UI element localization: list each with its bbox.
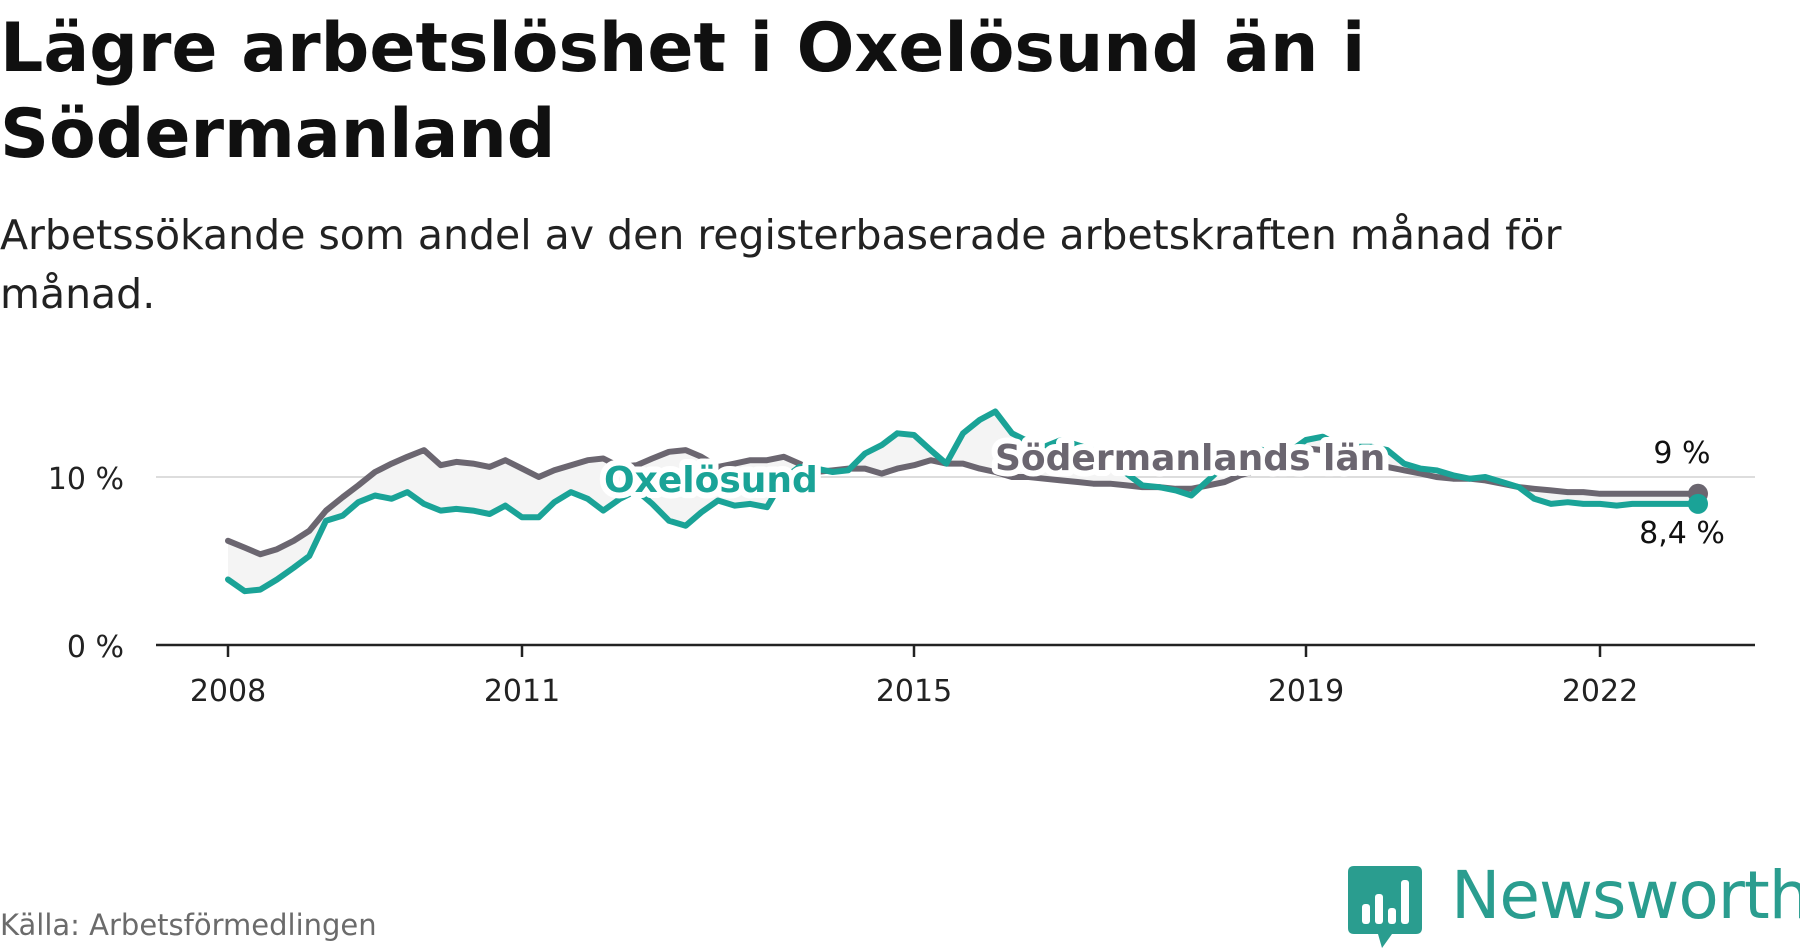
newsworthy-bar-chart-icon <box>1348 866 1422 948</box>
chart-subtitle: Arbetssökande som andel av den registerb… <box>0 211 1562 318</box>
series-line-oxelosund <box>225 408 1701 595</box>
y-tick-label-1: 10 % <box>48 462 124 497</box>
axes: 0 % 10 % 2008 2011 2015 2019 2022 <box>48 462 1755 709</box>
brand-name: Newsworthy <box>1451 857 1800 934</box>
chart-title: Lägre arbetslöshet i Oxelösund än i Söde… <box>0 9 1366 174</box>
svg-text:8,4 %: 8,4 % <box>1639 516 1725 551</box>
x-tick-label-3: 2019 <box>1268 674 1344 709</box>
svg-text:8,4 %: 8,4 % <box>1639 516 1725 551</box>
x-tick-label-0: 2008 <box>190 674 266 709</box>
svg-text:Södermanlands län: Södermanlands län <box>995 438 1385 479</box>
x-tick-label-1: 2011 <box>484 674 560 709</box>
series-gap-fill <box>228 411 1698 592</box>
source-note: Källa: Arbetsförmedlingen <box>0 908 377 942</box>
svg-text:Oxelösund: Oxelösund <box>604 460 818 501</box>
x-tick-label-2: 2015 <box>876 674 952 709</box>
svg-text:Södermanlands län: Södermanlands län <box>995 438 1385 479</box>
gap-area <box>228 411 1698 592</box>
svg-text:9 %: 9 % <box>1653 436 1710 471</box>
brand-logo[interactable]: Newsworthy <box>1348 858 1800 948</box>
end-label-oxelosund: 8,4 %8,4 % <box>1633 510 1731 557</box>
y-tick-label-0: 0 % <box>67 630 124 665</box>
svg-text:Oxelösund: Oxelösund <box>604 460 818 501</box>
end-label-sodermanland: 9 %9 % <box>1647 430 1716 477</box>
x-tick-label-4: 2022 <box>1562 674 1638 709</box>
end-point-oxelosund <box>1688 493 1708 514</box>
svg-text:9 %: 9 % <box>1653 436 1710 471</box>
series-lines <box>225 408 1708 595</box>
series-line-sodermanland <box>225 445 1701 558</box>
